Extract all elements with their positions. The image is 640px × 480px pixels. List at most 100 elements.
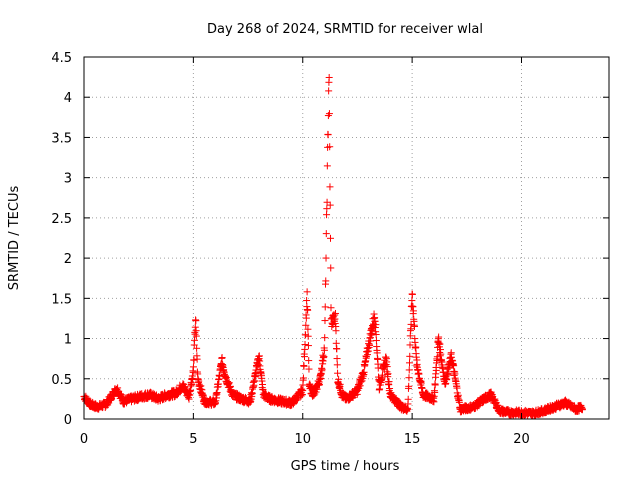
data-point <box>252 373 260 381</box>
data-point <box>431 388 439 396</box>
data-point <box>327 264 335 272</box>
data-point <box>366 341 374 349</box>
data-point <box>304 332 312 340</box>
x-tick-label: 10 <box>294 432 311 447</box>
data-point <box>193 355 201 363</box>
data-point <box>305 365 313 373</box>
data-point <box>432 366 440 374</box>
data-point <box>378 371 386 379</box>
data-point <box>323 198 331 206</box>
data-point <box>384 370 392 378</box>
data-point <box>323 205 331 213</box>
data-point <box>323 162 331 170</box>
data-point <box>302 314 310 322</box>
y-axis-label: SRMTID / TECUs <box>7 186 22 291</box>
data-point <box>218 354 226 362</box>
data-point <box>364 347 372 355</box>
data-point <box>258 377 266 385</box>
data-point <box>191 323 199 331</box>
data-point <box>404 395 412 403</box>
data-point <box>322 230 330 238</box>
data-point <box>192 317 200 325</box>
data-point <box>326 143 334 151</box>
data-point <box>409 307 417 315</box>
data-point <box>405 382 413 390</box>
data-point <box>364 351 371 359</box>
y-tick-label: 2.5 <box>51 212 72 227</box>
data-point <box>326 201 334 209</box>
x-axis-label: GPS time / hours <box>291 459 400 474</box>
data-point <box>302 321 310 329</box>
x-tick-label: 15 <box>404 432 421 447</box>
data-point <box>356 382 364 390</box>
data-point <box>372 337 380 345</box>
data-point <box>382 353 390 361</box>
data-point <box>383 363 391 371</box>
data-point <box>436 352 444 360</box>
data-point <box>385 378 393 386</box>
data-point <box>331 309 339 317</box>
data-point <box>444 370 452 378</box>
data-point <box>303 297 311 305</box>
data-point <box>413 362 421 370</box>
data-point <box>322 277 330 285</box>
data-point <box>323 211 331 219</box>
y-tick-label: 1 <box>64 333 72 348</box>
y-tick-label: 0.5 <box>51 373 72 388</box>
data-point <box>325 110 333 118</box>
data-point <box>435 333 443 341</box>
y-tick-label: 4.5 <box>51 51 72 66</box>
data-point <box>408 290 416 298</box>
data-point <box>436 348 444 356</box>
data-point <box>321 317 329 325</box>
data-point <box>326 234 334 242</box>
data-point <box>405 366 413 374</box>
data-point <box>409 303 417 311</box>
data-point <box>406 352 414 360</box>
data-point <box>372 330 380 338</box>
data-point <box>367 331 375 339</box>
data-point <box>436 340 444 348</box>
data-point <box>360 368 368 376</box>
data-point <box>578 405 586 413</box>
data-point <box>301 340 309 348</box>
data-point <box>301 353 308 361</box>
plot-frame <box>83 56 610 420</box>
data-point <box>191 336 199 344</box>
data-point <box>431 381 439 389</box>
data-point <box>324 131 332 139</box>
data-point <box>189 363 197 371</box>
data-point <box>432 370 440 378</box>
data-point <box>443 375 451 383</box>
data-point <box>408 297 416 305</box>
y-tick-label: 2 <box>64 252 72 267</box>
y-tick-label: 4 <box>64 91 72 106</box>
data-point <box>318 365 326 373</box>
data-point <box>300 362 308 370</box>
data-point <box>333 355 341 363</box>
data-point <box>190 356 198 364</box>
data-point <box>406 341 414 349</box>
y-tick-label: 3.5 <box>51 131 72 146</box>
data-point <box>334 369 342 377</box>
data-point <box>303 303 311 311</box>
data-point <box>410 322 418 330</box>
data-point <box>321 303 329 311</box>
y-tick-label: 3 <box>64 172 72 187</box>
data-point <box>193 344 201 352</box>
data-point <box>303 288 311 296</box>
data-point <box>319 360 327 368</box>
data-point <box>305 357 313 365</box>
data-point <box>412 343 420 351</box>
data-point <box>299 374 307 382</box>
data-point <box>336 380 344 388</box>
data-point <box>322 254 330 262</box>
data-point <box>331 319 339 327</box>
data-point <box>304 342 312 350</box>
data-point <box>412 353 420 361</box>
data-point <box>405 374 413 382</box>
data-point <box>304 306 312 314</box>
x-tick-label: 0 <box>80 432 88 447</box>
x-tick-label: 5 <box>189 432 197 447</box>
